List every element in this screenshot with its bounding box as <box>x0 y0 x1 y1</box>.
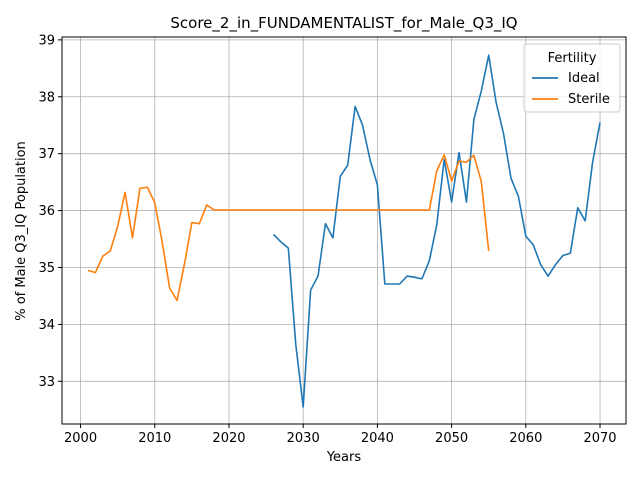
y-tick-label: 39 <box>38 33 55 48</box>
x-tick-label: 2030 <box>287 431 320 446</box>
series-line-sterile <box>88 155 489 301</box>
y-axis-label: % of Male Q3_IQ Population <box>14 141 29 321</box>
chart-title: Score_2_in_FUNDAMENTALIST_for_Male_Q3_IQ <box>170 14 517 33</box>
x-tick-label: 2000 <box>64 431 97 446</box>
y-tick-label: 36 <box>38 204 55 219</box>
y-tick-label: 38 <box>38 90 55 105</box>
y-tick-label: 37 <box>38 147 55 162</box>
x-tick-label: 2070 <box>583 431 616 446</box>
x-tick-label: 2040 <box>361 431 394 446</box>
legend-label-sterile: Sterile <box>568 92 610 107</box>
y-tick-label: 33 <box>38 375 55 390</box>
x-tick-label: 2020 <box>212 431 245 446</box>
x-tick-label: 2010 <box>138 431 171 446</box>
legend-label-ideal: Ideal <box>568 71 600 86</box>
plot-lines <box>88 55 600 407</box>
x-axis-label: Years <box>326 450 362 465</box>
x-tick-label: 2050 <box>435 431 468 446</box>
y-tick-label: 34 <box>38 318 55 333</box>
legend: Fertility Ideal Sterile <box>524 44 620 112</box>
x-tick-label: 2060 <box>509 431 542 446</box>
legend-title: Fertility <box>548 51 597 66</box>
y-tick-label: 35 <box>38 261 55 276</box>
